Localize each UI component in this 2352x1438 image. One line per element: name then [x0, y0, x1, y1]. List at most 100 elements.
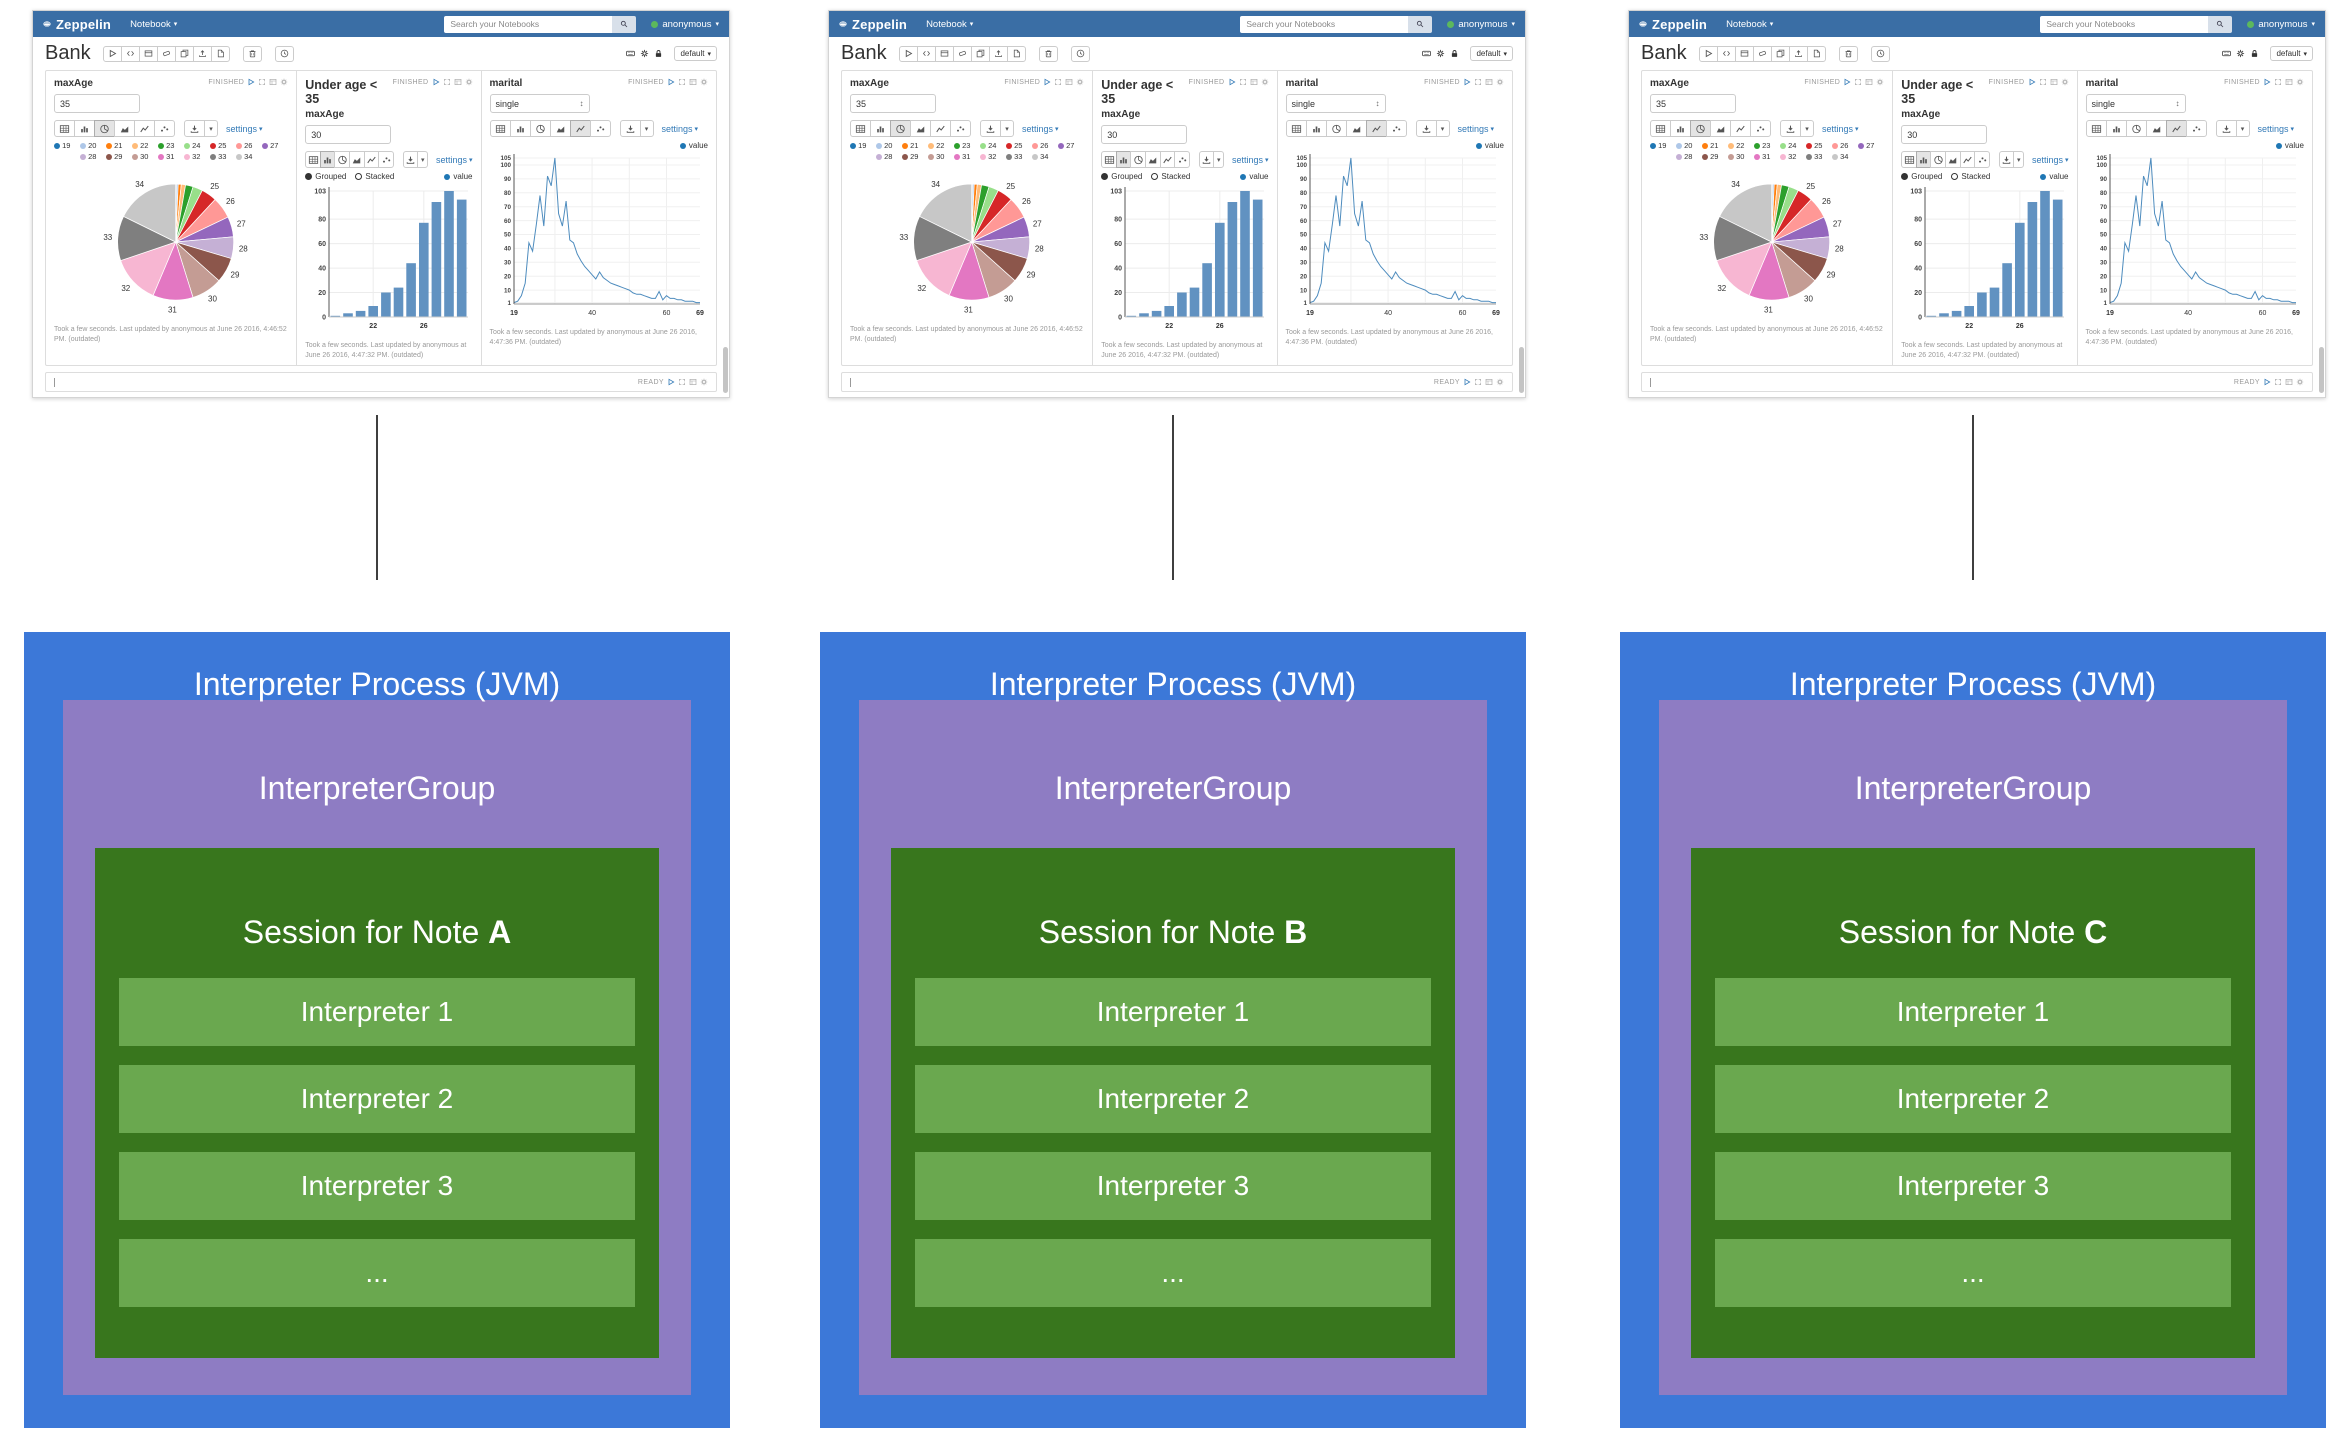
clone-note-button[interactable]	[1770, 45, 1790, 62]
bar-19[interactable]	[330, 315, 341, 317]
chart-type-scatter-button[interactable]	[2185, 120, 2207, 137]
chart-settings-link[interactable]: settings ▾	[2031, 154, 2069, 165]
legend-item-26[interactable]: 26	[1032, 141, 1058, 150]
legend-item-22[interactable]: 22	[928, 141, 954, 150]
hide-code-button[interactable]	[1716, 45, 1736, 62]
chart-type-line-button[interactable]	[134, 120, 155, 137]
legend-item-23[interactable]: 23	[954, 141, 980, 150]
legend-item-31[interactable]: 31	[1754, 152, 1780, 161]
search-button[interactable]	[1408, 15, 1433, 33]
expand-icon[interactable]	[443, 78, 451, 86]
expand-icon[interactable]	[2039, 78, 2047, 86]
gear-icon[interactable]	[2296, 78, 2304, 86]
legend-item-26[interactable]: 26	[236, 141, 262, 150]
chart-type-bar-button[interactable]	[1670, 120, 1691, 137]
bar-28[interactable]	[444, 191, 455, 317]
legend-item-32[interactable]: 32	[184, 152, 210, 161]
bar-23[interactable]	[1177, 292, 1187, 318]
clone-note-button[interactable]	[970, 45, 990, 62]
expand-icon[interactable]	[258, 78, 266, 86]
gear-icon[interactable]	[1496, 378, 1504, 386]
scheduler-button[interactable]	[1870, 45, 1890, 62]
gear-icon[interactable]	[1076, 78, 1084, 86]
chart-type-scatter-button[interactable]	[1750, 120, 1771, 137]
chart-type-table-button[interactable]	[1101, 151, 1117, 168]
chart-type-pie-button[interactable]	[1690, 120, 1711, 137]
export-note-button[interactable]	[192, 45, 212, 62]
editor-icon[interactable]	[1485, 78, 1493, 86]
gear-icon[interactable]	[1876, 78, 1884, 86]
editor-icon[interactable]	[1865, 78, 1873, 86]
legend-item-24[interactable]: 24	[184, 141, 210, 150]
bar-21[interactable]	[356, 310, 366, 317]
chart-settings-link[interactable]: settings ▾	[2257, 123, 2295, 134]
chart-type-area-button[interactable]	[114, 120, 135, 137]
download-data-button[interactable]	[1780, 120, 1801, 137]
bar-26[interactable]	[1215, 222, 1225, 317]
chart-settings-link[interactable]: settings ▾	[1822, 123, 1859, 134]
download-options-button[interactable]: ▾	[2235, 120, 2250, 137]
legend-item-29[interactable]: 29	[1702, 152, 1728, 161]
expand-icon[interactable]	[2274, 78, 2282, 86]
chart-type-bar-button[interactable]	[1305, 120, 1327, 137]
chart-type-table-button[interactable]	[850, 120, 871, 137]
chart-type-line-button[interactable]	[2165, 120, 2187, 137]
lock-icon[interactable]	[2250, 49, 2259, 58]
play-icon[interactable]	[667, 378, 675, 386]
legend-item-27[interactable]: 27	[262, 141, 288, 150]
chart-type-pie-button[interactable]	[1130, 151, 1147, 168]
commit-button[interactable]	[1006, 45, 1026, 62]
line-series-value[interactable]	[2109, 157, 2296, 304]
bar-27[interactable]	[1227, 202, 1238, 317]
scrollbar-thumb[interactable]	[2319, 347, 2324, 393]
maxAge-input[interactable]	[850, 94, 936, 113]
remove-note-button[interactable]	[1038, 45, 1058, 62]
maxAge-input[interactable]	[1901, 125, 1988, 144]
hide-output-button[interactable]	[1734, 45, 1754, 62]
export-note-button[interactable]	[988, 45, 1008, 62]
scrollbar-thumb[interactable]	[723, 347, 728, 393]
legend-item-26[interactable]: 26	[1832, 141, 1858, 150]
chart-type-table-button[interactable]	[305, 151, 321, 168]
chart-settings-link[interactable]: settings ▾	[435, 154, 473, 165]
gear-icon[interactable]	[1261, 78, 1269, 86]
legend-item-28[interactable]: 28	[80, 152, 106, 161]
scrollbar[interactable]	[2318, 37, 2325, 397]
chart-type-pie-button[interactable]	[334, 151, 351, 168]
bar-23[interactable]	[1977, 292, 1987, 318]
chart-type-scatter-button[interactable]	[378, 151, 394, 168]
scheduler-button[interactable]	[1070, 45, 1090, 62]
chart-type-area-button[interactable]	[1710, 120, 1731, 137]
maxAge-input[interactable]	[1101, 125, 1188, 144]
legend-item-23[interactable]: 23	[1754, 141, 1780, 150]
play-icon[interactable]	[432, 78, 440, 86]
chart-type-pie-button[interactable]	[1930, 151, 1947, 168]
chart-type-area-button[interactable]	[1145, 151, 1161, 168]
bar-19[interactable]	[1126, 315, 1137, 317]
line-series-value[interactable]	[1309, 157, 1496, 304]
chart-type-area-button[interactable]	[1945, 151, 1961, 168]
download-options-button[interactable]: ▾	[1800, 120, 1814, 137]
editor-icon[interactable]	[269, 78, 277, 86]
editor-icon[interactable]	[2285, 378, 2293, 386]
series-legend[interactable]: value	[1475, 141, 1504, 150]
export-note-button[interactable]	[1788, 45, 1808, 62]
chart-settings-link[interactable]: settings ▾	[661, 123, 699, 134]
marital-select[interactable]: single ↕	[2085, 94, 2186, 113]
chart-type-pie-button[interactable]	[890, 120, 911, 137]
run-all-button[interactable]	[1698, 45, 1718, 62]
legend-item-34[interactable]: 34	[1832, 152, 1858, 161]
chart-type-bar-button[interactable]	[319, 151, 336, 168]
play-icon[interactable]	[1043, 78, 1051, 86]
bar-22[interactable]	[368, 306, 379, 317]
chart-type-bar-button[interactable]	[1115, 151, 1132, 168]
bar-28[interactable]	[1240, 191, 1251, 317]
bar-29[interactable]	[457, 199, 467, 317]
gear-icon[interactable]	[2236, 49, 2245, 58]
play-icon[interactable]	[2028, 78, 2036, 86]
mode-grouped-radio[interactable]: Grouped	[305, 172, 346, 181]
download-options-button[interactable]: ▾	[2013, 151, 2024, 168]
hide-output-button[interactable]	[138, 45, 158, 62]
keyboard-icon[interactable]	[1422, 49, 1432, 58]
legend-item-22[interactable]: 22	[132, 141, 158, 150]
